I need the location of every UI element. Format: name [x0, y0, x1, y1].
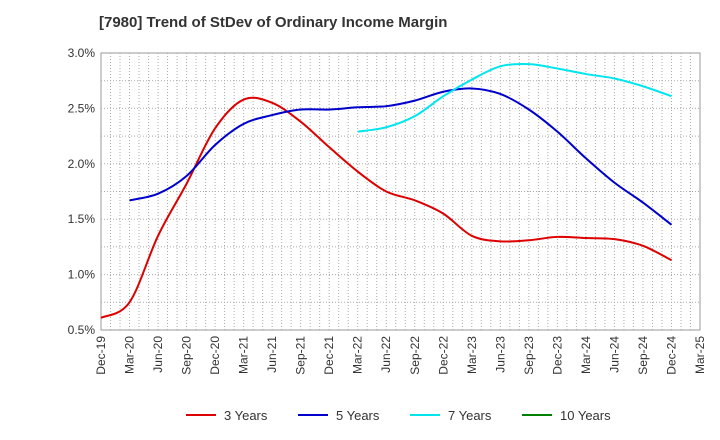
legend-label-3-years: 3 Years: [224, 408, 268, 423]
legend-label-7-years: 7 Years: [448, 408, 492, 423]
y-tick-label: 2.0%: [68, 157, 96, 171]
y-tick-label: 1.0%: [68, 268, 96, 282]
x-tick-label: Dec-19: [94, 336, 108, 375]
legend-label-10-years: 10 Years: [560, 408, 611, 423]
legend: 3 Years 5 Years 7 Years 10 Years: [186, 408, 611, 423]
x-tick-label: Sep-24: [636, 336, 650, 375]
x-tick-label: Sep-21: [294, 336, 308, 375]
x-tick-label: Sep-22: [408, 336, 422, 375]
series-line-5-years: [129, 87, 673, 226]
x-tick-label: Dec-22: [436, 336, 450, 375]
x-tick-label: Mar-20: [123, 336, 137, 374]
series-line-7-years: [357, 62, 672, 133]
plot-area: 0.5% 1.0% 1.5% 2.0% 2.5% 3.0% Dec-19 Mar-20 Jun-…: [68, 46, 707, 375]
x-tick-label: Jun-24: [607, 336, 621, 373]
y-tick-label: 0.5%: [68, 323, 96, 337]
x-tick-label: Sep-20: [180, 336, 194, 375]
x-tick-label: Mar-25: [693, 336, 707, 374]
x-tick-label: Jun-21: [265, 336, 279, 373]
legend-label-5-years: 5 Years: [336, 408, 380, 423]
y-tick-label: 1.5%: [68, 212, 96, 226]
x-tick-label: Jun-22: [379, 336, 393, 373]
x-tick-label: Dec-21: [322, 336, 336, 375]
x-tick-label: Sep-23: [522, 336, 536, 375]
y-tick-label: 3.0%: [68, 46, 96, 60]
x-tick-label: Dec-23: [550, 336, 564, 375]
series-line-3-years: [100, 96, 672, 319]
x-tick-label: Mar-22: [351, 336, 365, 374]
chart-title: [7980] Trend of StDev of Ordinary Income…: [99, 14, 447, 31]
x-tick-label: Jun-20: [151, 336, 165, 373]
x-tick-label: Mar-24: [579, 336, 593, 374]
x-tick-label: Jun-23: [493, 336, 507, 373]
x-tick-label: Mar-23: [465, 336, 479, 374]
plot-frame: [100, 52, 701, 331]
y-tick-label: 2.5%: [68, 101, 96, 115]
x-tick-label: Mar-21: [237, 336, 251, 374]
x-tick-label: Dec-20: [208, 336, 222, 375]
x-tick-label: Dec-24: [664, 336, 678, 375]
